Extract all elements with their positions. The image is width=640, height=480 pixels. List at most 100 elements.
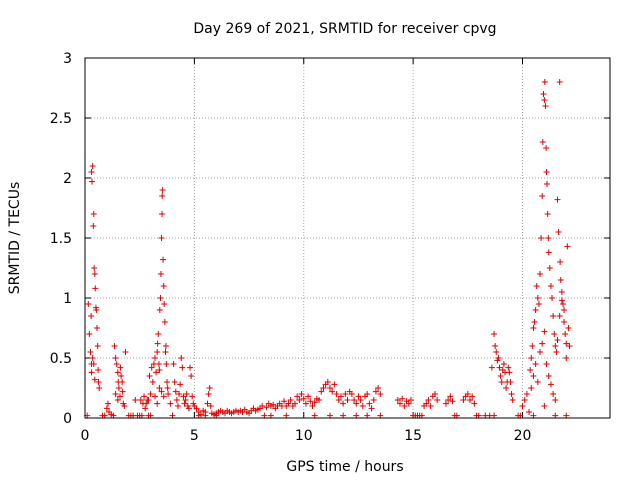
data-point xyxy=(188,373,195,379)
x-tick-label: 5 xyxy=(190,428,199,444)
data-point xyxy=(91,265,98,271)
data-point xyxy=(550,313,557,319)
data-point xyxy=(445,397,452,403)
data-point xyxy=(527,367,534,373)
data-point xyxy=(90,361,97,367)
data-point xyxy=(296,397,303,403)
data-point xyxy=(309,403,316,409)
data-point xyxy=(442,400,449,407)
data-point xyxy=(492,343,499,349)
data-point xyxy=(164,385,171,391)
data-point xyxy=(344,397,351,403)
data-point xyxy=(353,400,360,407)
y-tick-label: 2.5 xyxy=(50,111,72,127)
data-point xyxy=(397,400,403,407)
data-point xyxy=(112,391,119,397)
data-point xyxy=(534,295,541,301)
data-point xyxy=(542,103,549,109)
data-point xyxy=(351,397,358,403)
data-point xyxy=(88,313,95,319)
data-point xyxy=(348,391,355,397)
data-point xyxy=(177,381,184,388)
data-point xyxy=(552,343,559,349)
data-point xyxy=(113,361,120,367)
data-point xyxy=(178,355,185,361)
data-point xyxy=(553,349,560,355)
data-point xyxy=(161,319,168,325)
x-axis-title: GPS time / hours xyxy=(286,459,403,475)
data-point xyxy=(449,398,456,405)
data-point xyxy=(137,397,144,403)
data-point xyxy=(122,349,129,355)
data-point xyxy=(287,397,294,403)
data-point xyxy=(563,355,570,361)
data-point xyxy=(167,400,174,407)
data-point xyxy=(500,361,507,367)
data-point xyxy=(182,397,189,403)
data-point xyxy=(162,349,169,355)
data-point xyxy=(550,391,557,397)
data-point xyxy=(337,393,344,400)
data-point xyxy=(543,145,550,151)
data-point xyxy=(530,325,537,331)
data-point xyxy=(157,271,164,277)
data-point xyxy=(92,285,99,292)
data-point xyxy=(546,265,553,271)
data-point xyxy=(561,319,568,325)
y-tick-label: 3 xyxy=(63,51,72,67)
data-point xyxy=(180,393,187,400)
data-point xyxy=(505,364,512,371)
data-point xyxy=(281,398,288,405)
data-point xyxy=(558,297,565,304)
data-point xyxy=(161,301,168,307)
data-point xyxy=(541,79,548,85)
data-point xyxy=(495,355,502,361)
data-point xyxy=(541,97,548,103)
x-tick-label: 10 xyxy=(295,428,313,444)
data-point xyxy=(119,388,126,395)
data-point xyxy=(311,399,318,406)
data-point xyxy=(528,355,535,361)
data-point xyxy=(544,211,551,217)
data-point xyxy=(545,249,552,256)
data-point xyxy=(176,391,183,397)
y-tick-label: 1.5 xyxy=(50,231,72,247)
data-point xyxy=(114,397,121,403)
data-point xyxy=(333,391,340,397)
data-point xyxy=(152,355,158,361)
data-point xyxy=(115,385,122,391)
data-point xyxy=(160,256,167,263)
data-point xyxy=(294,393,301,400)
data-point xyxy=(549,295,556,301)
data-point xyxy=(541,403,548,409)
data-point xyxy=(152,393,158,400)
data-point xyxy=(526,409,533,415)
data-point xyxy=(179,364,186,371)
data-point xyxy=(156,307,163,313)
data-point xyxy=(425,397,432,403)
data-point xyxy=(207,403,214,409)
data-point xyxy=(170,361,177,367)
data-point xyxy=(469,393,476,400)
data-point xyxy=(340,400,347,407)
y-tick-label: 0 xyxy=(63,411,72,427)
chart-title: Day 269 of 2021, SRMTID for receiver cpv… xyxy=(193,21,496,37)
data-point xyxy=(559,301,566,307)
data-points xyxy=(84,79,573,419)
data-point xyxy=(368,405,375,412)
data-point xyxy=(545,235,552,241)
data-point xyxy=(401,403,408,409)
data-point xyxy=(377,391,384,397)
data-point xyxy=(530,373,537,379)
data-point xyxy=(171,379,178,385)
data-point xyxy=(357,397,364,403)
data-point xyxy=(566,343,573,349)
data-point xyxy=(119,379,126,385)
data-point xyxy=(558,289,565,295)
data-point xyxy=(509,397,516,403)
data-point xyxy=(103,405,110,412)
data-point xyxy=(318,388,325,395)
data-point xyxy=(143,400,150,407)
data-point xyxy=(497,373,504,379)
data-point xyxy=(95,367,102,373)
